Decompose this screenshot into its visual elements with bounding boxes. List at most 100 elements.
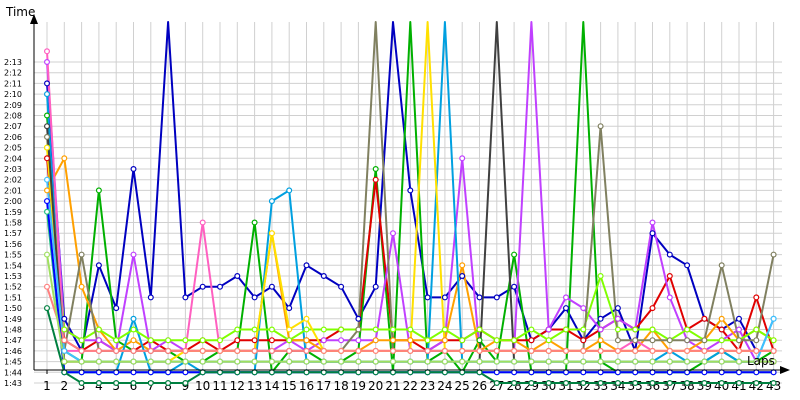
data-point <box>165 337 172 344</box>
data-point <box>649 337 656 344</box>
plot-area <box>43 21 777 387</box>
data-point <box>338 326 345 333</box>
y-tick-label: 2:03 <box>4 165 22 174</box>
data-point <box>614 380 621 387</box>
data-point <box>493 294 500 301</box>
data-point <box>459 262 466 269</box>
data-point <box>424 337 431 344</box>
y-tick-label: 2:05 <box>4 144 22 153</box>
data-point <box>251 326 258 333</box>
data-point <box>493 347 500 354</box>
y-tick-label: 2:07 <box>4 122 22 131</box>
data-point <box>268 230 275 237</box>
data-point <box>130 251 137 258</box>
data-point <box>666 337 673 344</box>
data-point <box>718 315 725 322</box>
data-point <box>441 294 448 301</box>
data-point <box>43 133 50 140</box>
data-point <box>251 347 258 354</box>
data-point <box>78 283 85 290</box>
data-point <box>113 305 120 312</box>
data-point <box>372 347 379 354</box>
data-point <box>580 358 587 365</box>
data-point <box>251 219 258 226</box>
data-point <box>614 358 621 365</box>
data-point <box>476 294 483 301</box>
data-point <box>199 347 206 354</box>
data-point <box>320 358 327 365</box>
data-point <box>545 337 552 344</box>
data-point <box>511 358 518 365</box>
data-point <box>61 358 68 365</box>
data-point <box>234 347 241 354</box>
data-point <box>234 273 241 280</box>
data-point <box>649 369 656 376</box>
y-tick-label: 1:58 <box>4 219 22 228</box>
data-point <box>95 187 102 194</box>
data-point <box>424 347 431 354</box>
data-point <box>286 187 293 194</box>
data-point <box>684 337 691 344</box>
data-point <box>424 294 431 301</box>
data-point <box>597 347 604 354</box>
data-point <box>113 347 120 354</box>
y-tick-label: 1:49 <box>4 315 22 324</box>
data-point <box>632 337 639 344</box>
y-tick-label: 2:02 <box>4 176 22 185</box>
data-point <box>251 294 258 301</box>
data-point <box>43 155 50 162</box>
data-point <box>43 187 50 194</box>
data-point <box>286 326 293 333</box>
data-point <box>528 358 535 365</box>
data-point <box>718 326 725 333</box>
data-point <box>753 294 760 301</box>
data-point <box>649 305 656 312</box>
data-point <box>372 166 379 173</box>
data-point <box>286 347 293 354</box>
data-point <box>528 347 535 354</box>
data-point <box>113 337 120 344</box>
data-point <box>95 347 102 354</box>
data-point <box>182 380 189 387</box>
data-point <box>476 326 483 333</box>
data-point <box>597 358 604 365</box>
data-point <box>562 294 569 301</box>
data-point <box>511 283 518 290</box>
data-point <box>234 369 241 376</box>
data-point <box>234 326 241 333</box>
y-tick-label: 2:06 <box>4 133 22 142</box>
data-point <box>511 251 518 258</box>
data-point <box>441 337 448 344</box>
data-point <box>165 369 172 376</box>
y-tick-label: 2:01 <box>4 186 22 195</box>
data-point <box>718 337 725 344</box>
data-point <box>199 283 206 290</box>
data-point <box>43 198 50 205</box>
data-point <box>43 48 50 55</box>
data-point <box>268 369 275 376</box>
data-point <box>78 358 85 365</box>
data-point <box>320 347 327 354</box>
data-point <box>770 369 777 376</box>
data-point <box>459 347 466 354</box>
data-point <box>632 369 639 376</box>
data-point <box>753 337 760 344</box>
data-point <box>424 369 431 376</box>
data-point <box>770 380 777 387</box>
data-point <box>649 347 656 354</box>
y-tick-label: 1:57 <box>4 229 22 238</box>
data-point <box>580 347 587 354</box>
data-point <box>182 358 189 365</box>
data-point <box>130 347 137 354</box>
data-point <box>753 358 760 365</box>
data-point <box>441 326 448 333</box>
y-axis-label: Time <box>5 5 35 19</box>
data-point <box>545 369 552 376</box>
data-point <box>562 347 569 354</box>
data-point <box>632 358 639 365</box>
data-point <box>286 369 293 376</box>
data-point <box>251 337 258 344</box>
x-tick-label: 25 <box>455 379 470 393</box>
data-point <box>718 380 725 387</box>
data-point <box>372 358 379 365</box>
